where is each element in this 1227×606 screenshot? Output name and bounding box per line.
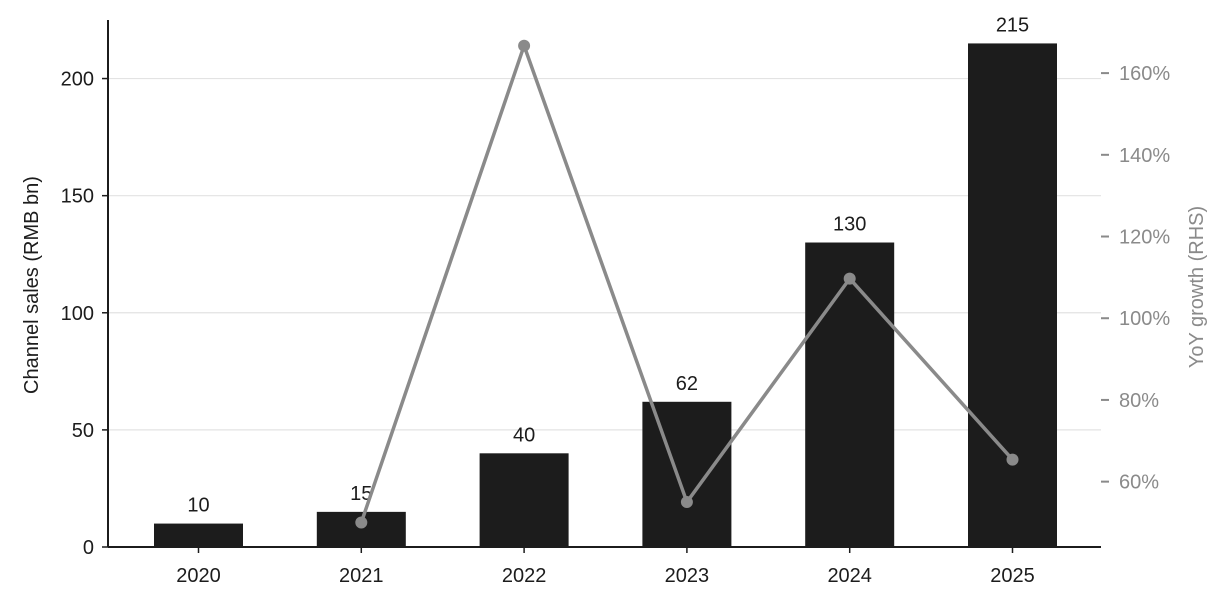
- growth-point: [355, 516, 368, 529]
- left-tick-label: 200: [61, 69, 94, 91]
- axes: [107, 20, 1101, 548]
- left-tick-label: 100: [61, 303, 94, 325]
- bar: [642, 401, 732, 547]
- growth-point: [843, 272, 856, 285]
- x-tick-label: 2021: [339, 565, 384, 587]
- left-tick-label: 50: [72, 420, 94, 442]
- bar-data-labels: 10 15 40 62 130 215: [187, 14, 1029, 516]
- bar: [154, 523, 243, 547]
- left-tick-label: 150: [61, 186, 94, 208]
- right-tick-label: 160%: [1119, 63, 1170, 85]
- x-axis-ticks: 2020 2021 2022 2023 2024 2025: [176, 547, 1035, 587]
- right-axis-ticks: 60% 80% 100% 120% 140% 160%: [1101, 63, 1170, 494]
- bar: [968, 43, 1057, 548]
- growth-point: [680, 496, 693, 509]
- bar: [805, 242, 895, 547]
- x-tick-label: 2023: [665, 565, 710, 587]
- x-tick-label: 2024: [827, 565, 872, 587]
- right-tick-label: 140%: [1119, 145, 1170, 167]
- bar-data-label: 15: [350, 483, 372, 505]
- bar-data-label: 62: [676, 373, 698, 395]
- right-axis-title: YoY growth (RHS): [1186, 206, 1208, 368]
- growth-point: [1006, 453, 1019, 466]
- x-tick-label: 2025: [990, 565, 1035, 587]
- bar: [479, 453, 569, 547]
- right-tick-label: 80%: [1119, 390, 1159, 412]
- left-axis-title: Channel sales (RMB bn): [21, 176, 43, 394]
- x-tick-label: 2020: [176, 565, 221, 587]
- growth-point: [518, 39, 531, 52]
- bar-series: [154, 43, 1057, 548]
- bar-data-label: 10: [187, 495, 209, 517]
- growth-line-series: [355, 39, 1019, 529]
- bar-data-label: 40: [513, 424, 535, 446]
- left-tick-label: 0: [83, 537, 94, 559]
- bar-data-label: 130: [833, 214, 866, 236]
- gridlines: [108, 77, 1101, 431]
- x-tick-label: 2022: [502, 565, 547, 587]
- left-axis-ticks: 0 50 100 150 200: [61, 69, 108, 559]
- right-tick-label: 100%: [1119, 308, 1170, 330]
- right-tick-label: 120%: [1119, 227, 1170, 249]
- bar-data-label: 215: [996, 14, 1029, 36]
- right-tick-label: 60%: [1119, 472, 1159, 494]
